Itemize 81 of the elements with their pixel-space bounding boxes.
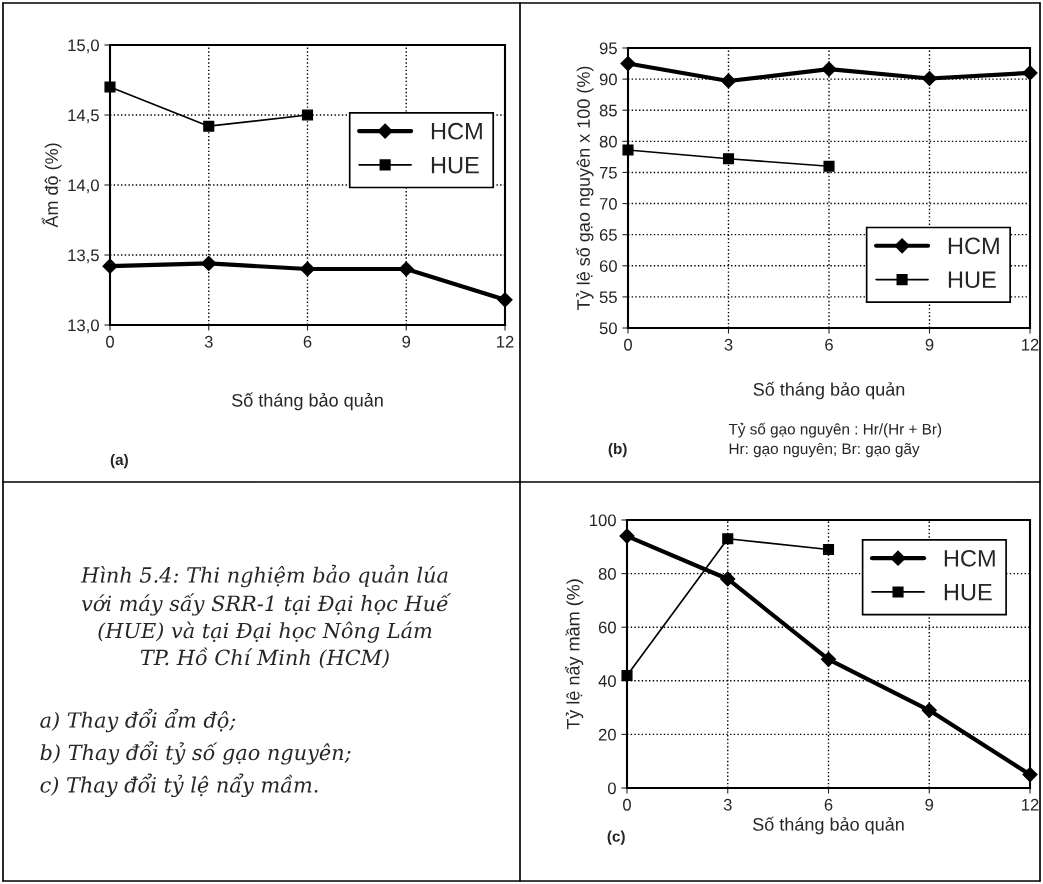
point — [104, 81, 116, 93]
text: b) Thay đổi tỷ số gạo nguyên; — [40, 741, 351, 765]
point — [1022, 767, 1038, 783]
point — [823, 160, 835, 172]
y-tick-label: 80 — [599, 135, 617, 148]
y-tick-label: 0 — [607, 782, 616, 795]
y-tick-label: 70 — [599, 197, 617, 210]
point — [203, 120, 215, 132]
y-axis-title: Tỷ lệ nẩy mầm (%) — [564, 579, 584, 730]
y-tick-label: 95 — [599, 42, 617, 55]
y-tick-label: 50 — [599, 322, 617, 335]
point — [722, 533, 734, 545]
legend-label: HCM — [948, 237, 999, 255]
y-tick-label: 13,5 — [68, 249, 99, 264]
y-tick-label: 13,0 — [68, 319, 99, 334]
text: Hình 5.4: Thi nghiệm bảo quản lúa với máy sấy SRR-1 tại Đại học Huế (HUE) và tại Đại học Nông Lám TP. Hồ Chí Minh (HCM) — [80, 564, 452, 669]
point — [497, 292, 513, 308]
text: Tỷ số gạo nguyên : Hr/(Hr + Br) — [728, 422, 942, 438]
text: a) Thay đổi ẩm độ; — [40, 708, 236, 733]
text: c) Thay đổi tỷ lệ nẩy mầm. — [40, 773, 318, 798]
legend-label: HCM — [944, 549, 995, 567]
point — [820, 651, 837, 667]
text: Hr: gạo nguyên; Br: gạo gãy — [729, 442, 920, 458]
x-tick-label: 9 — [925, 798, 934, 811]
legend-label: HCM — [431, 122, 482, 140]
point — [620, 55, 636, 72]
text: (b) — [608, 442, 627, 458]
y-tick-label: 55 — [599, 291, 617, 304]
x-tick-label: 12 — [497, 335, 514, 348]
point — [398, 261, 414, 277]
y-tick-label: 15,0 — [68, 39, 99, 54]
x-axis-title: Số tháng bảo quản — [753, 381, 905, 400]
point — [299, 261, 316, 277]
x-tick-label: 0 — [106, 335, 114, 348]
y-axis-title: Tỷ lệ số gạo nguyên x 100 (%) — [575, 66, 594, 311]
point — [822, 543, 835, 556]
y-tick-label: 20 — [598, 728, 616, 741]
x-tick-label: 0 — [623, 798, 631, 811]
x-tick-label: 3 — [723, 798, 732, 811]
x-tick-label: 9 — [925, 338, 934, 351]
point — [720, 571, 736, 587]
x-tick-label: 0 — [624, 338, 632, 351]
point — [821, 61, 837, 77]
y-tick-label: 60 — [598, 621, 616, 634]
point — [622, 144, 634, 156]
x-tick-label: 6 — [824, 798, 833, 811]
point — [722, 153, 735, 165]
y-tick-label: 85 — [599, 104, 617, 117]
point — [720, 73, 737, 89]
x-tick-label: 12 — [1022, 338, 1039, 351]
point — [201, 255, 217, 271]
y-tick-label: 14,0 — [68, 179, 99, 194]
y-tick-label: 75 — [599, 167, 617, 179]
x-tick-label: 9 — [402, 335, 411, 348]
point — [301, 109, 314, 121]
legend-label: HUE — [948, 271, 996, 289]
legend-label: HUE — [944, 583, 992, 601]
y-tick-label: 14,5 — [68, 109, 99, 124]
x-tick-label: 6 — [825, 338, 833, 351]
y-tick-label: 80 — [598, 568, 616, 580]
legend-label: HUE — [431, 156, 479, 174]
y-tick-label: 90 — [599, 73, 617, 86]
y-axis-title: Ẩm độ (%) — [41, 143, 62, 228]
x-tick-label: 3 — [204, 335, 213, 348]
y-tick-label: 60 — [599, 260, 617, 272]
x-axis-title: Số tháng bảo quản — [232, 392, 383, 411]
x-tick-label: 3 — [724, 338, 733, 351]
point — [1022, 65, 1038, 81]
point — [921, 70, 938, 87]
point — [619, 528, 635, 544]
point — [621, 669, 633, 681]
y-tick-label: 100 — [590, 514, 616, 527]
point — [921, 702, 937, 718]
text: (a) — [110, 453, 128, 469]
x-tick-label: 12 — [1022, 798, 1039, 811]
x-tick-label: 6 — [303, 335, 312, 348]
y-tick-label: 40 — [598, 675, 616, 687]
point — [102, 258, 118, 274]
y-tick-label: 65 — [599, 229, 617, 241]
x-axis-title: Số tháng bảo quản — [753, 816, 904, 835]
text: (c) — [607, 830, 625, 845]
